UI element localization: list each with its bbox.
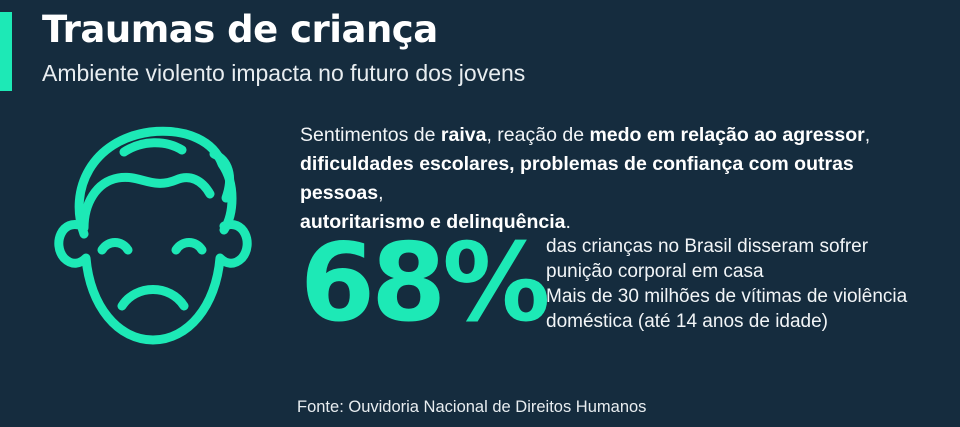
statistic-line: doméstica (até 14 anos de idade) [546, 311, 829, 332]
sad-face-icon [54, 126, 252, 345]
statistic-percent: 68% [300, 221, 551, 346]
source-note: Fonte: Ouvidoria Nacional de Direitos Hu… [297, 398, 647, 416]
description-text: Sentimentos de raiva, reação de medo em … [300, 124, 871, 233]
statistic-line: punição corporal em casa [546, 261, 764, 282]
statistic-line: Mais de 30 milhões de vítimas de violênc… [546, 286, 908, 307]
page-subtitle: Ambiente violento impacta no futuro dos … [42, 60, 526, 86]
statistic-line: das crianças no Brasil disseram sofrer [546, 236, 869, 257]
statistic-text: das crianças no Brasil disseram sofrer p… [546, 234, 946, 334]
page-title: Traumas de criança [42, 8, 438, 51]
accent-bar [0, 12, 12, 91]
